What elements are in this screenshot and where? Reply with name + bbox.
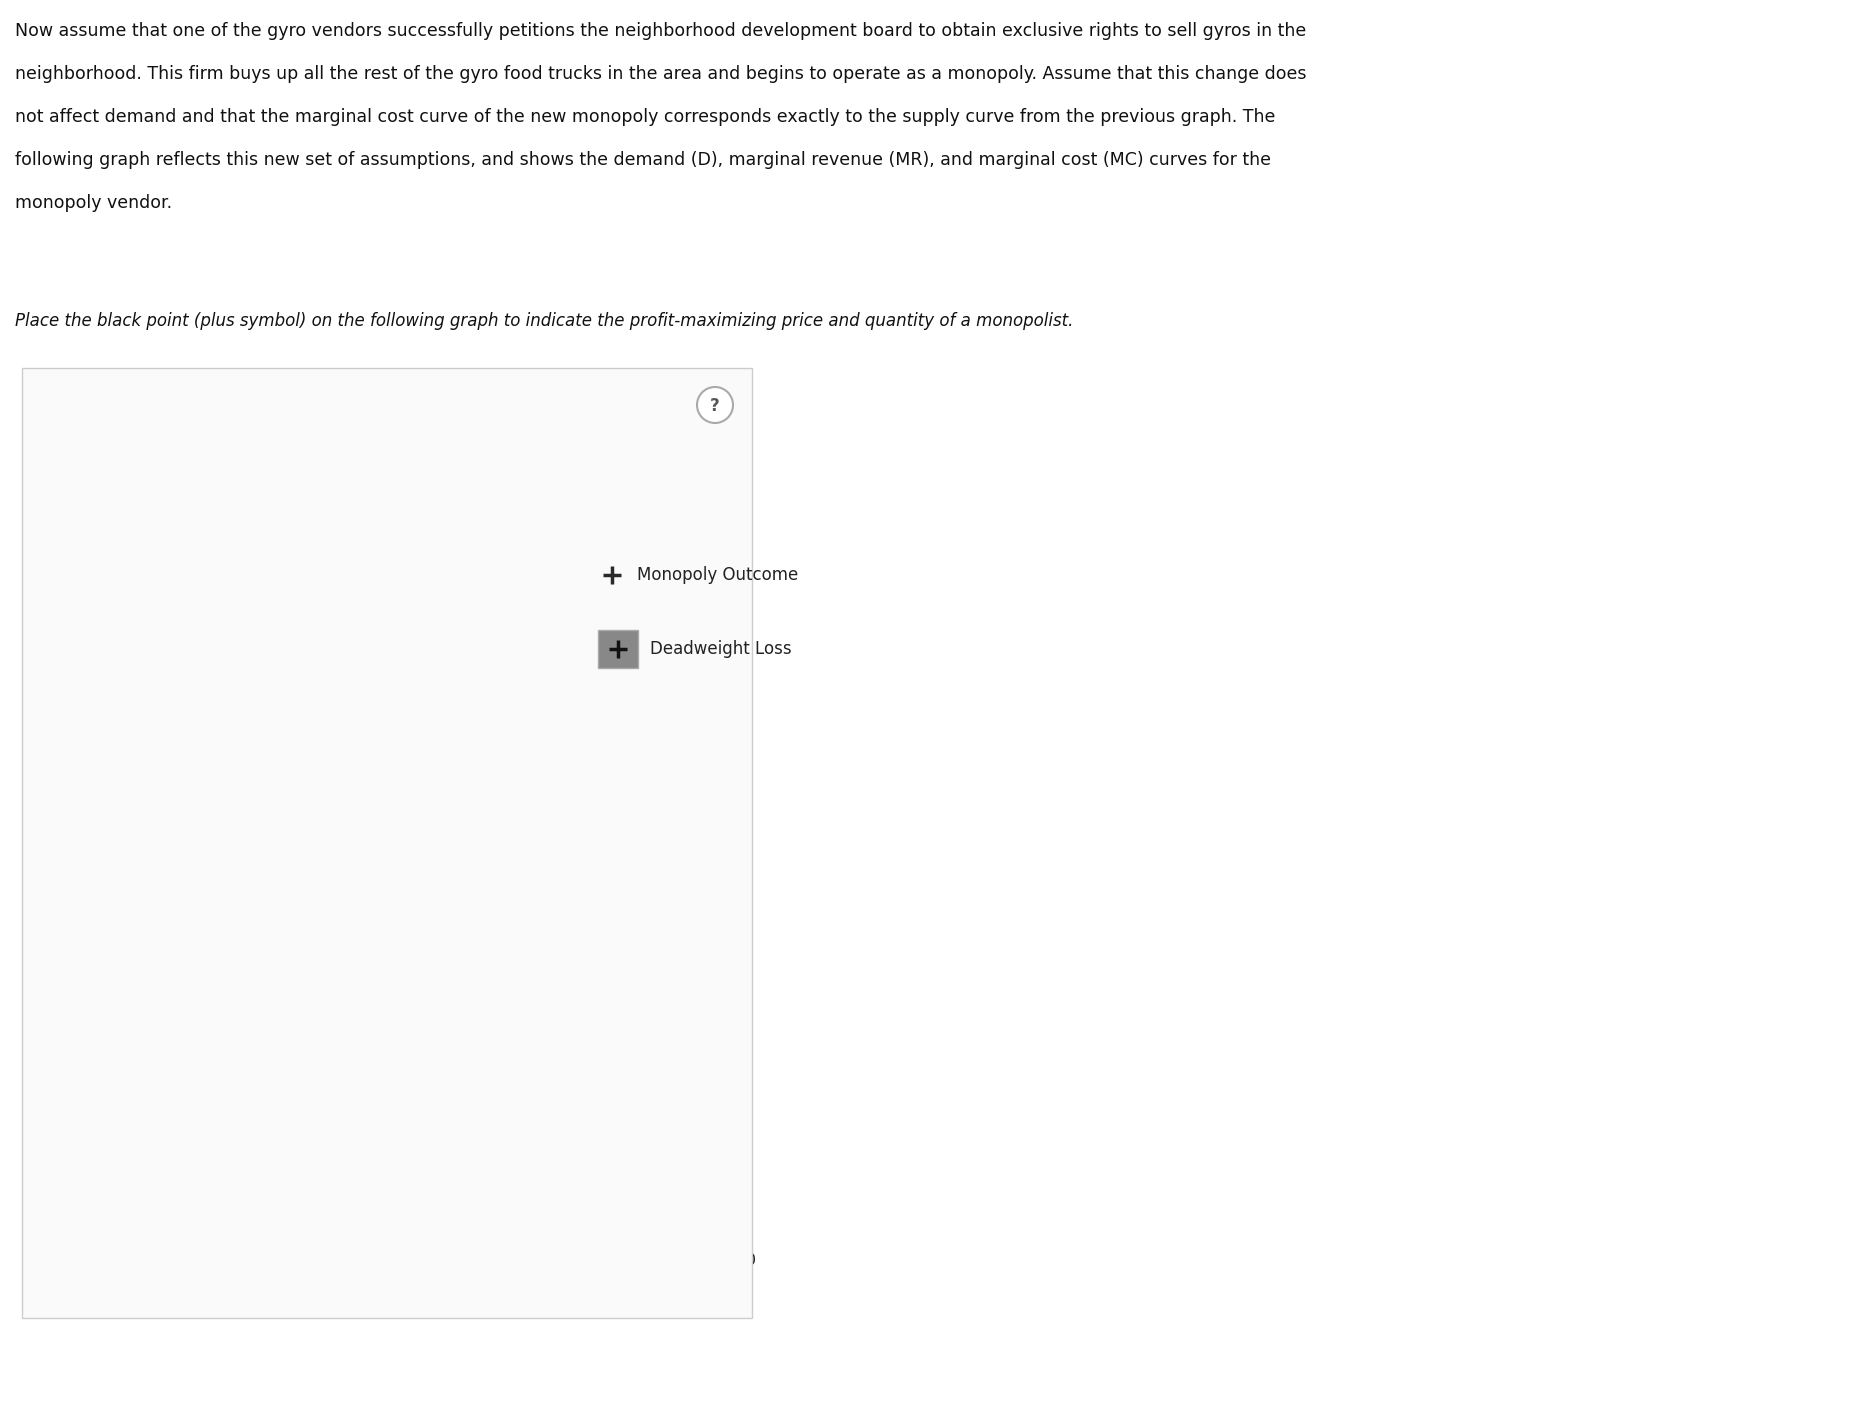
Bar xyxy=(598,630,637,668)
Text: following graph reflects this new set of assumptions, and shows the demand (D), : following graph reflects this new set of… xyxy=(15,151,1270,169)
Text: not affect demand and that the marginal cost curve of the new monopoly correspon: not affect demand and that the marginal … xyxy=(15,108,1274,127)
Text: ?: ? xyxy=(709,397,719,415)
Text: monopoly vendor.: monopoly vendor. xyxy=(15,193,173,212)
Text: Place the black point (plus symbol) on the following graph to indicate the profi: Place the black point (plus symbol) on t… xyxy=(15,311,1073,330)
Text: Monopoly Outcome: Monopoly Outcome xyxy=(637,566,799,584)
Text: MC: MC xyxy=(492,626,516,641)
Text: Now assume that one of the gyro vendors successfully petitions the neighborhood : Now assume that one of the gyro vendors … xyxy=(15,21,1305,40)
Text: Deadweight Loss: Deadweight Loss xyxy=(650,640,791,658)
X-axis label: QUANTITY (Gyros): QUANTITY (Gyros) xyxy=(345,1277,483,1291)
Text: D: D xyxy=(717,1207,728,1223)
Y-axis label: PRICE (Dollars per gyro): PRICE (Dollars per gyro) xyxy=(30,747,45,930)
Title: Monopoly: Monopoly xyxy=(366,402,462,421)
Text: neighborhood. This firm buys up all the rest of the gyro food trucks in the area: neighborhood. This firm buys up all the … xyxy=(15,65,1305,82)
Bar xyxy=(22,368,752,1318)
Circle shape xyxy=(696,387,734,422)
Text: MR: MR xyxy=(383,1213,407,1227)
